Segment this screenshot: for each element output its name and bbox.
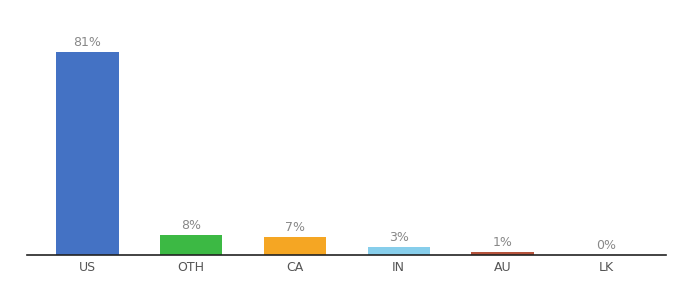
Text: 0%: 0%	[596, 239, 616, 252]
Bar	[471, 253, 534, 255]
Text: 3%: 3%	[389, 232, 409, 244]
Bar	[56, 52, 118, 255]
Text: 1%: 1%	[492, 236, 513, 250]
Text: 7%: 7%	[285, 221, 305, 234]
Text: 81%: 81%	[73, 36, 101, 49]
Text: 8%: 8%	[181, 219, 201, 232]
Bar	[264, 237, 326, 255]
Bar	[160, 235, 222, 255]
Bar	[368, 248, 430, 255]
